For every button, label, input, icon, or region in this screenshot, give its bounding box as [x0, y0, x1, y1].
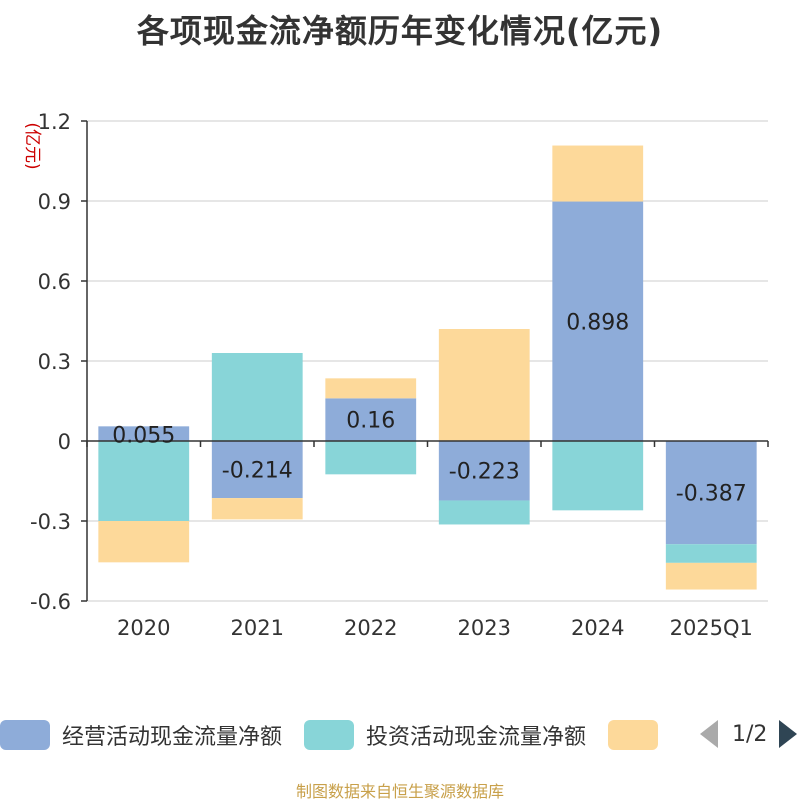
data-source-note: 制图数据来自恒生聚源数据库 [295, 782, 504, 801]
legend-item-financing[interactable] [608, 720, 670, 750]
legend-page-indicator: 1/2 [732, 721, 768, 747]
bar [98, 441, 190, 521]
y-axis-label: (亿元) [22, 122, 42, 169]
bar [325, 378, 417, 399]
data-label: -0.223 [449, 460, 520, 485]
chevron-left-icon[interactable] [700, 720, 718, 748]
x-tick-label: 2024 [571, 616, 624, 640]
bar [552, 201, 644, 441]
data-label: 0.055 [112, 423, 175, 448]
axes: -0.6 -0.3 0 0.3 0.6 0.9 1.2 2020 2021 2022 2023 202… [30, 110, 769, 640]
legend-swatch [304, 720, 355, 750]
y-tick-label: 0 [58, 430, 71, 454]
x-tick-label: 2025Q1 [670, 616, 753, 640]
x-tick-label: 2023 [458, 616, 511, 640]
y-tick-label: 0.6 [38, 270, 71, 294]
data-label: -0.214 [222, 459, 293, 484]
y-tick-label: 0.9 [38, 190, 71, 214]
bar [438, 329, 530, 441]
bar [98, 426, 190, 441]
bar [665, 544, 757, 563]
y-tick-label: 1.2 [38, 110, 71, 134]
legend-item-operating[interactable]: 经营活动现金流量净额 [0, 719, 282, 751]
bar [211, 353, 303, 441]
bars [98, 145, 757, 590]
x-tick-label: 2021 [231, 616, 284, 640]
legend-item-investing[interactable]: 投资活动现金流量净额 [304, 719, 586, 751]
data-labels: 0.055 -0.214 0.16 -0.223 0.898 -0.387 [112, 310, 746, 506]
data-label: 0.16 [346, 409, 395, 434]
legend-label: 投资活动现金流量净额 [366, 725, 587, 750]
bar [438, 441, 530, 501]
data-label: -0.387 [676, 482, 747, 507]
legend-swatch [0, 720, 50, 750]
legend-label: 经营活动现金流量净额 [62, 725, 283, 750]
bar [98, 521, 190, 563]
bar [325, 441, 417, 475]
bar [665, 441, 757, 545]
chart-title: 各项现金流净额历年变化情况(亿元) [136, 12, 664, 50]
y-tick-label: 0.3 [38, 350, 71, 374]
bar [552, 441, 644, 511]
y-tick-label: -0.3 [30, 510, 71, 534]
bar [211, 441, 303, 499]
bar [438, 500, 530, 525]
bar [325, 398, 417, 441]
bar [552, 145, 644, 202]
bar [211, 498, 303, 520]
bar [665, 562, 757, 590]
legend-pager: 1/2 [700, 720, 798, 748]
x-tick-label: 2020 [117, 616, 170, 640]
grid-lines [87, 120, 768, 602]
legend-swatch [608, 720, 659, 750]
legend: 经营活动现金流量净额 投资活动现金流量净额 1/2 [0, 715, 800, 755]
chevron-right-icon[interactable] [779, 720, 798, 748]
data-label: 0.898 [566, 310, 629, 335]
y-tick-label: -0.6 [30, 590, 71, 614]
x-tick-label: 2022 [344, 616, 397, 640]
bar-chart: -0.6 -0.3 0 0.3 0.6 0.9 1.2 2020 2021 2022 2023 202… [22, 110, 769, 640]
